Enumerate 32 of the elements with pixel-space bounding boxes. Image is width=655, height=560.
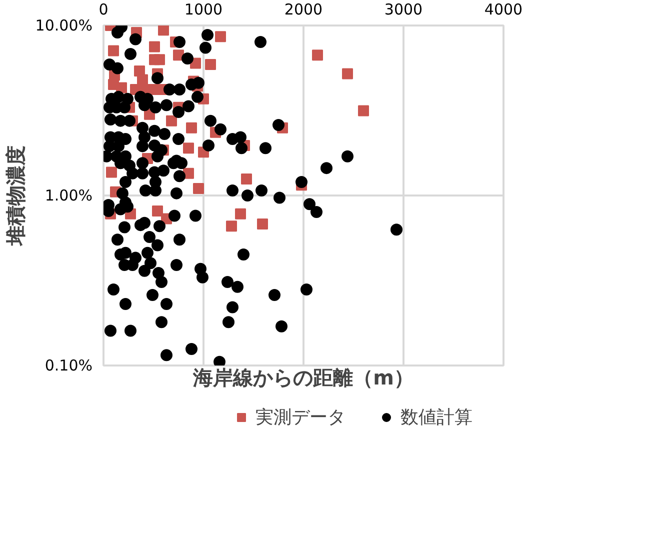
point: [137, 74, 148, 86]
point: [152, 206, 163, 217]
y-axis-title: 堆積物濃度: [3, 146, 28, 246]
point: [342, 68, 353, 80]
y-tick-label: 10.00%: [35, 16, 93, 34]
legend-label: 実測データ: [256, 406, 346, 429]
y-tick-label: 1.00%: [44, 186, 93, 204]
x-tick-label: 1000: [184, 0, 223, 18]
y-tick-label: 0.10%: [44, 356, 93, 374]
point: [235, 208, 246, 220]
point: [154, 54, 165, 66]
x-tick-label: 4000: [484, 0, 523, 18]
point: [312, 50, 323, 61]
x-tick-label: 2000: [284, 0, 323, 18]
point: [186, 122, 197, 134]
point: [183, 142, 194, 154]
point: [158, 26, 169, 36]
point: [215, 31, 226, 42]
point: [358, 105, 369, 116]
x-tick-label: 0: [98, 0, 108, 18]
point: [205, 58, 216, 70]
point: [108, 45, 119, 56]
point: [226, 220, 237, 232]
x-tick-label: 3000: [384, 0, 423, 18]
point: [166, 115, 177, 126]
point: [257, 218, 268, 230]
legend-label: 数値計算: [400, 406, 472, 429]
point: [106, 166, 117, 178]
point: [149, 41, 160, 52]
x-axis-title: 海岸線からの距離（m）: [192, 366, 414, 390]
point: [241, 174, 252, 185]
point: [193, 182, 204, 194]
